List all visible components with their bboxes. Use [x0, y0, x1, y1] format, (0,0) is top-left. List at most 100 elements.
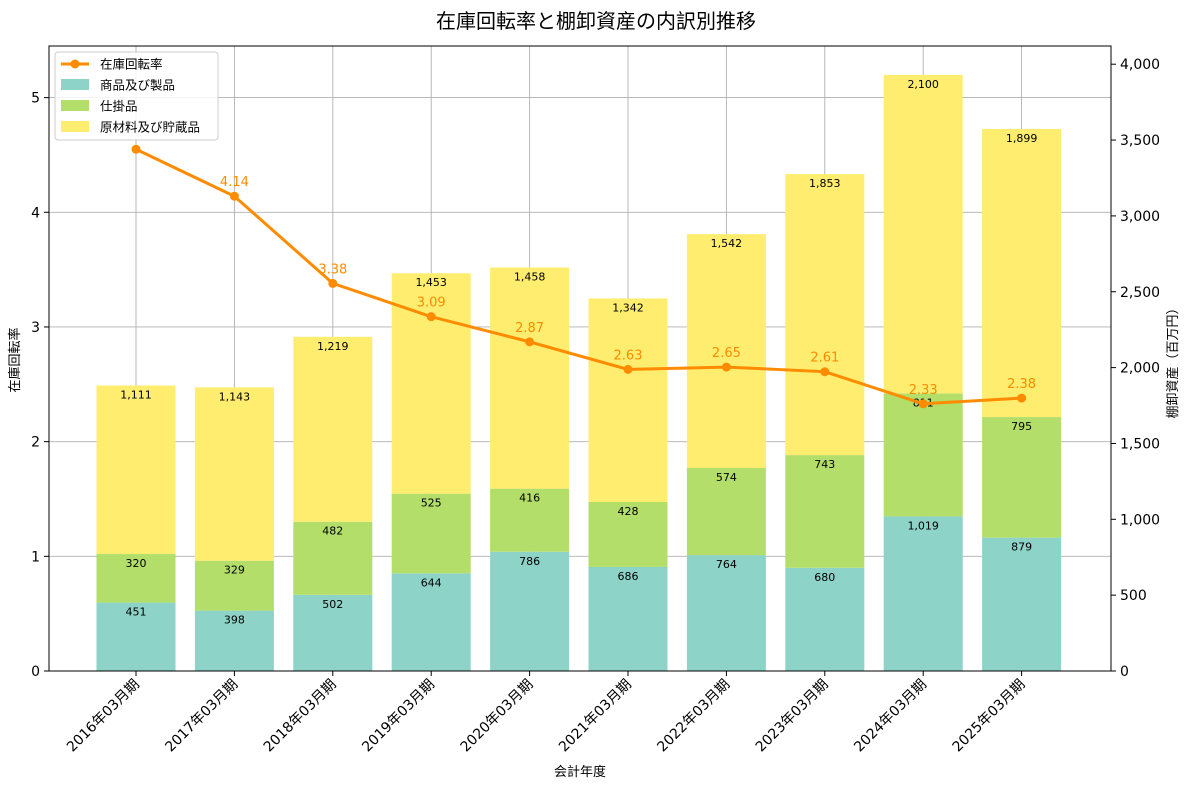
bar-segment — [96, 602, 176, 671]
bar-segment — [588, 502, 668, 567]
bar-labels-layer: 451 398 502 644 786 686 764 680 1,019 879 320 329 48… — [120, 78, 1037, 627]
bar-segment — [194, 387, 274, 561]
bar-value-label: 879 — [1011, 541, 1032, 554]
bar-segment — [686, 555, 766, 671]
bar-segment — [785, 567, 865, 671]
bar-value-label: 2,100 — [907, 78, 939, 91]
bar-segment — [293, 594, 373, 671]
rate-value-label: 4.14 — [220, 175, 249, 190]
x-tick-label: 2021年03月期 — [556, 677, 635, 756]
bar-value-label: 1,143 — [219, 390, 251, 403]
legend-label: 在庫回転率 — [100, 57, 163, 72]
bar-value-label: 1,853 — [809, 177, 841, 190]
x-tick-label: 2024年03月期 — [851, 677, 930, 756]
bar-segment — [883, 516, 963, 671]
rate-value-label: 2.61 — [810, 351, 839, 366]
right-tick-label: 3,000 — [1120, 209, 1160, 225]
bar-segment — [686, 468, 766, 556]
legend-swatch — [61, 79, 89, 90]
legend-swatch-marker — [70, 59, 80, 69]
bar-value-label: 786 — [519, 555, 540, 568]
rate-value-label: 3.38 — [318, 262, 347, 277]
right-tick-label: 3,500 — [1120, 133, 1160, 149]
rate-line — [135, 147, 1022, 406]
right-tick-label: 1,500 — [1120, 436, 1160, 452]
right-axis-title: 棚卸資産（百万円） — [1165, 301, 1181, 418]
bar-segment — [883, 74, 963, 394]
right-tick-label: 2,000 — [1120, 361, 1160, 377]
bar-segment — [686, 234, 766, 469]
bar-segment — [490, 551, 570, 671]
bar-segment — [391, 273, 471, 494]
bar-value-label: 1,111 — [120, 389, 152, 402]
bar-value-label: 398 — [224, 614, 245, 627]
bar-segment — [982, 417, 1062, 538]
left-tick-label: 5 — [31, 91, 40, 107]
bar-value-label: 1,219 — [317, 340, 349, 353]
legend-box — [54, 51, 219, 141]
chart-title: 在庫回転率と棚卸資産の内訳別推移 — [436, 9, 756, 33]
bar-segment — [982, 128, 1062, 418]
legend-swatch — [61, 121, 89, 132]
rate-value-label: 2.87 — [515, 321, 544, 336]
bar-segment — [391, 493, 471, 574]
rate-point — [229, 191, 239, 201]
bars-layer — [96, 74, 1062, 671]
bar-segment — [490, 267, 570, 489]
rate-point — [131, 144, 141, 154]
x-tick-label: 2018年03月期 — [261, 677, 340, 756]
bar-value-label: 743 — [814, 458, 835, 471]
rate-value-label: 3.09 — [417, 296, 446, 311]
right-tick-label: 0 — [1120, 664, 1129, 680]
legend-label: 原材料及び貯蔵品 — [100, 120, 200, 135]
x-tick-label: 2025年03月期 — [950, 677, 1029, 756]
legend-label: 仕掛品 — [100, 99, 138, 114]
rate-point — [328, 278, 338, 288]
rate-point — [525, 337, 535, 347]
rate-point — [426, 312, 436, 322]
bar-value-label: 482 — [322, 525, 343, 538]
bar-segment — [96, 554, 176, 603]
plot-border — [48, 45, 1112, 672]
x-tick-label: 2019年03月期 — [359, 677, 438, 756]
bar-segment — [785, 174, 865, 456]
x-tick-label: 2022年03月期 — [654, 677, 733, 756]
bar-value-label: 320 — [126, 557, 147, 570]
bar-segment — [982, 537, 1062, 671]
bar-value-label: 428 — [618, 505, 639, 518]
right-tick-label: 500 — [1120, 588, 1147, 604]
rate-value-label: 2.63 — [614, 348, 643, 363]
rate-value-label: 2.38 — [1007, 377, 1036, 392]
x-tick-label: 2023年03月期 — [753, 677, 832, 756]
bar-segment — [293, 521, 373, 595]
bar-value-label: 416 — [519, 492, 540, 505]
rate-point — [623, 364, 633, 374]
left-tick-label: 4 — [31, 205, 40, 221]
rate-line-layer: 4.14 3.38 3.09 2.87 2.63 2.65 2.61 2.33 2.38 — [131, 144, 1036, 409]
bar-value-label: 1,458 — [514, 270, 546, 283]
left-axis-title: 在庫回転率 — [7, 327, 23, 392]
rate-point — [1017, 393, 1027, 403]
bar-value-label: 686 — [618, 570, 639, 583]
x-tick-label: 2017年03月期 — [162, 677, 241, 756]
bar-value-label: 795 — [1011, 420, 1032, 433]
plot-frame — [48, 45, 1112, 672]
legend-label: 商品及び製品 — [100, 78, 175, 93]
bar-segment — [194, 560, 274, 611]
legend-swatch — [61, 100, 89, 111]
bar-segment — [194, 610, 274, 671]
right-tick-label: 4,000 — [1120, 57, 1160, 73]
left-tick-label: 2 — [31, 435, 40, 451]
right-tick-label: 1,000 — [1120, 512, 1160, 528]
left-tick-label: 1 — [31, 549, 40, 565]
bar-value-label: 525 — [421, 497, 442, 510]
bar-segment — [391, 573, 471, 671]
rate-point — [918, 399, 928, 409]
bar-value-label: 574 — [716, 471, 737, 484]
rate-point — [721, 362, 731, 372]
bar-value-label: 1,542 — [711, 237, 743, 250]
bar-value-label: 764 — [716, 558, 737, 571]
bar-value-label: 1,019 — [907, 519, 939, 532]
